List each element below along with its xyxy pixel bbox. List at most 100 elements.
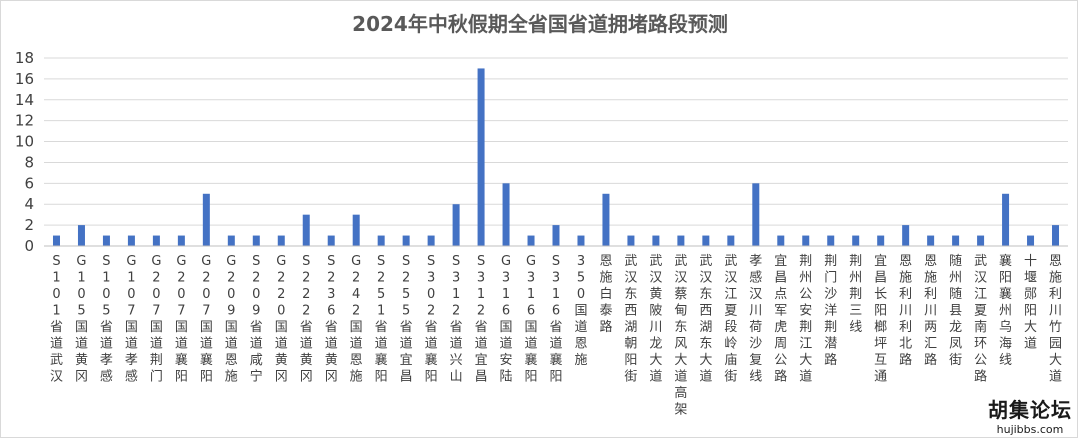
bar xyxy=(702,235,710,246)
watermark-sub: hujibbs.com xyxy=(996,423,1064,436)
bar xyxy=(902,225,910,246)
x-tick-label: S 1 0 1 省道武汉 xyxy=(50,254,63,385)
x-tick-label: G 3 1 6 国道安陆 xyxy=(500,254,513,385)
y-axis-ticks: 0 2 4 6 8 10 12 14 16 18 xyxy=(15,49,34,255)
y-tick-label: 0 xyxy=(24,237,34,255)
x-tick-label: G 2 0 7 国道襄阳 xyxy=(175,254,188,385)
x-tick-label: 武汉江夏段岭庙街 xyxy=(724,254,737,385)
bar xyxy=(1052,225,1060,246)
bar xyxy=(602,193,610,246)
y-tick-label: 16 xyxy=(15,70,34,88)
watermark-main: 胡集论坛 xyxy=(988,398,1072,422)
bar xyxy=(652,235,660,246)
bar xyxy=(102,235,110,246)
bar xyxy=(952,235,960,246)
x-tick-label: 宜昌长阳榔坪互通 xyxy=(874,254,887,385)
bar xyxy=(77,225,85,246)
x-tick-label: 恩施白泰路 xyxy=(599,254,612,335)
bar xyxy=(802,235,810,246)
grid-lines xyxy=(44,57,1068,226)
bar xyxy=(777,235,785,246)
bar xyxy=(852,235,860,246)
bar xyxy=(1027,235,1035,246)
bar xyxy=(427,235,435,246)
x-tick-label: G 2 0 7 国道荆门 xyxy=(150,254,163,385)
x-tick-label: 武汉蔡甸东风大道高架 xyxy=(674,254,687,418)
x-tick-label: S 2 5 1 省道襄阳 xyxy=(375,254,388,385)
x-tick-label: 荆州公安荆江大道 xyxy=(799,253,812,385)
bar xyxy=(927,235,935,246)
x-tick-label: G 2 0 7 国道襄阳 xyxy=(200,254,213,385)
bar xyxy=(552,225,560,246)
x-tick-label: S 1 0 5 省道孝感 xyxy=(100,254,113,385)
bar xyxy=(302,214,310,246)
x-tick-label: 恩施利川竹园大道 xyxy=(1049,254,1062,385)
bar xyxy=(127,235,135,246)
bar xyxy=(377,235,385,246)
x-tick-label: S 3 0 2 省道襄阳 xyxy=(425,254,438,385)
x-axis-labels: S 1 0 1 省道武汉 G 1 0 5 国道黄冈 S 1 0 5 省道孝感 G 1 0 7 国道孝感 G 2 0 7 国道荆门… xyxy=(50,253,1062,418)
y-tick-label: 2 xyxy=(24,216,34,234)
x-tick-label: 武汉东西湖朝阳街 xyxy=(624,254,637,385)
bar xyxy=(752,183,760,246)
x-tick-label: S 2 2 2 省道黄冈 xyxy=(300,254,313,385)
x-tick-label: S 3 1 2 省道兴山 xyxy=(450,254,463,385)
bar xyxy=(977,235,985,246)
bar xyxy=(327,235,335,246)
x-tick-label: 恩施利川利北路 xyxy=(899,254,912,368)
x-tick-label: 随州随县龙凤街 xyxy=(949,254,962,368)
x-tick-label: 孝感汉川荷沙复线 xyxy=(749,254,762,385)
x-tick-label: S 3 1 6 省道襄阳 xyxy=(549,254,562,385)
x-tick-label: S 2 3 6 省道黄冈 xyxy=(325,254,338,385)
bar xyxy=(452,204,460,246)
x-tick-label: 恩施利川两汇路 xyxy=(924,254,937,368)
bar xyxy=(477,68,485,246)
bar xyxy=(502,183,510,246)
bar xyxy=(152,235,160,246)
y-tick-label: 4 xyxy=(24,195,34,213)
bar xyxy=(402,235,410,246)
x-tick-label: G 2 4 2 国道恩施 xyxy=(350,254,363,385)
x-tick-label: 荆门沙洋荆潜路 xyxy=(824,253,837,368)
x-tick-label: G 1 0 7 国道孝感 xyxy=(125,254,138,385)
x-tick-label: 武汉东西湖东大道 xyxy=(699,254,712,385)
x-tick-label: 3 5 0 国道恩施 xyxy=(574,254,587,368)
bar xyxy=(827,235,835,246)
bar xyxy=(877,235,885,246)
x-tick-label: 荆州荆三线 xyxy=(849,253,862,335)
chart-title: 2024年中秋假期全省国省道拥堵路段预测 xyxy=(352,12,728,36)
bar xyxy=(677,235,685,246)
bar xyxy=(252,235,260,246)
bar xyxy=(52,235,60,246)
bar xyxy=(527,235,535,246)
y-tick-label: 12 xyxy=(15,112,34,130)
x-tick-label: 宜昌点军虎周公路 xyxy=(774,254,787,385)
y-tick-label: 14 xyxy=(15,91,34,109)
bar xyxy=(227,235,235,246)
x-tick-label: S 3 1 2 省道宜昌 xyxy=(475,254,488,385)
x-tick-label: G 2 0 9 国道恩施 xyxy=(225,254,238,385)
bar xyxy=(352,214,360,246)
x-tick-label: 十堰郧阳大道 xyxy=(1024,254,1037,352)
bar xyxy=(1002,193,1010,246)
x-tick-label: S 2 0 9 省道咸宁 xyxy=(250,254,263,385)
x-tick-label: G 3 1 6 国道襄阳 xyxy=(525,254,538,385)
x-tick-label: 襄阳襄州乌海线 xyxy=(999,253,1012,368)
x-tick-label: S 2 5 5 省道宜昌 xyxy=(400,254,413,385)
bars xyxy=(52,68,1060,246)
x-tick-label: 武汉黄陂川龙大道 xyxy=(649,254,662,385)
y-tick-label: 8 xyxy=(24,153,34,171)
x-tick-label: G 1 0 5 国道黄冈 xyxy=(75,254,88,385)
bar xyxy=(202,193,210,246)
y-tick-label: 18 xyxy=(15,49,34,67)
x-tick-label: G 2 2 0 国道黄冈 xyxy=(275,254,288,385)
bar xyxy=(627,235,635,246)
bar xyxy=(727,235,735,246)
watermark: 胡集论坛 hujibbs.com xyxy=(988,394,1072,436)
y-tick-label: 10 xyxy=(15,133,34,151)
bar xyxy=(177,235,185,246)
bar xyxy=(577,235,585,246)
y-tick-label: 6 xyxy=(24,174,34,192)
